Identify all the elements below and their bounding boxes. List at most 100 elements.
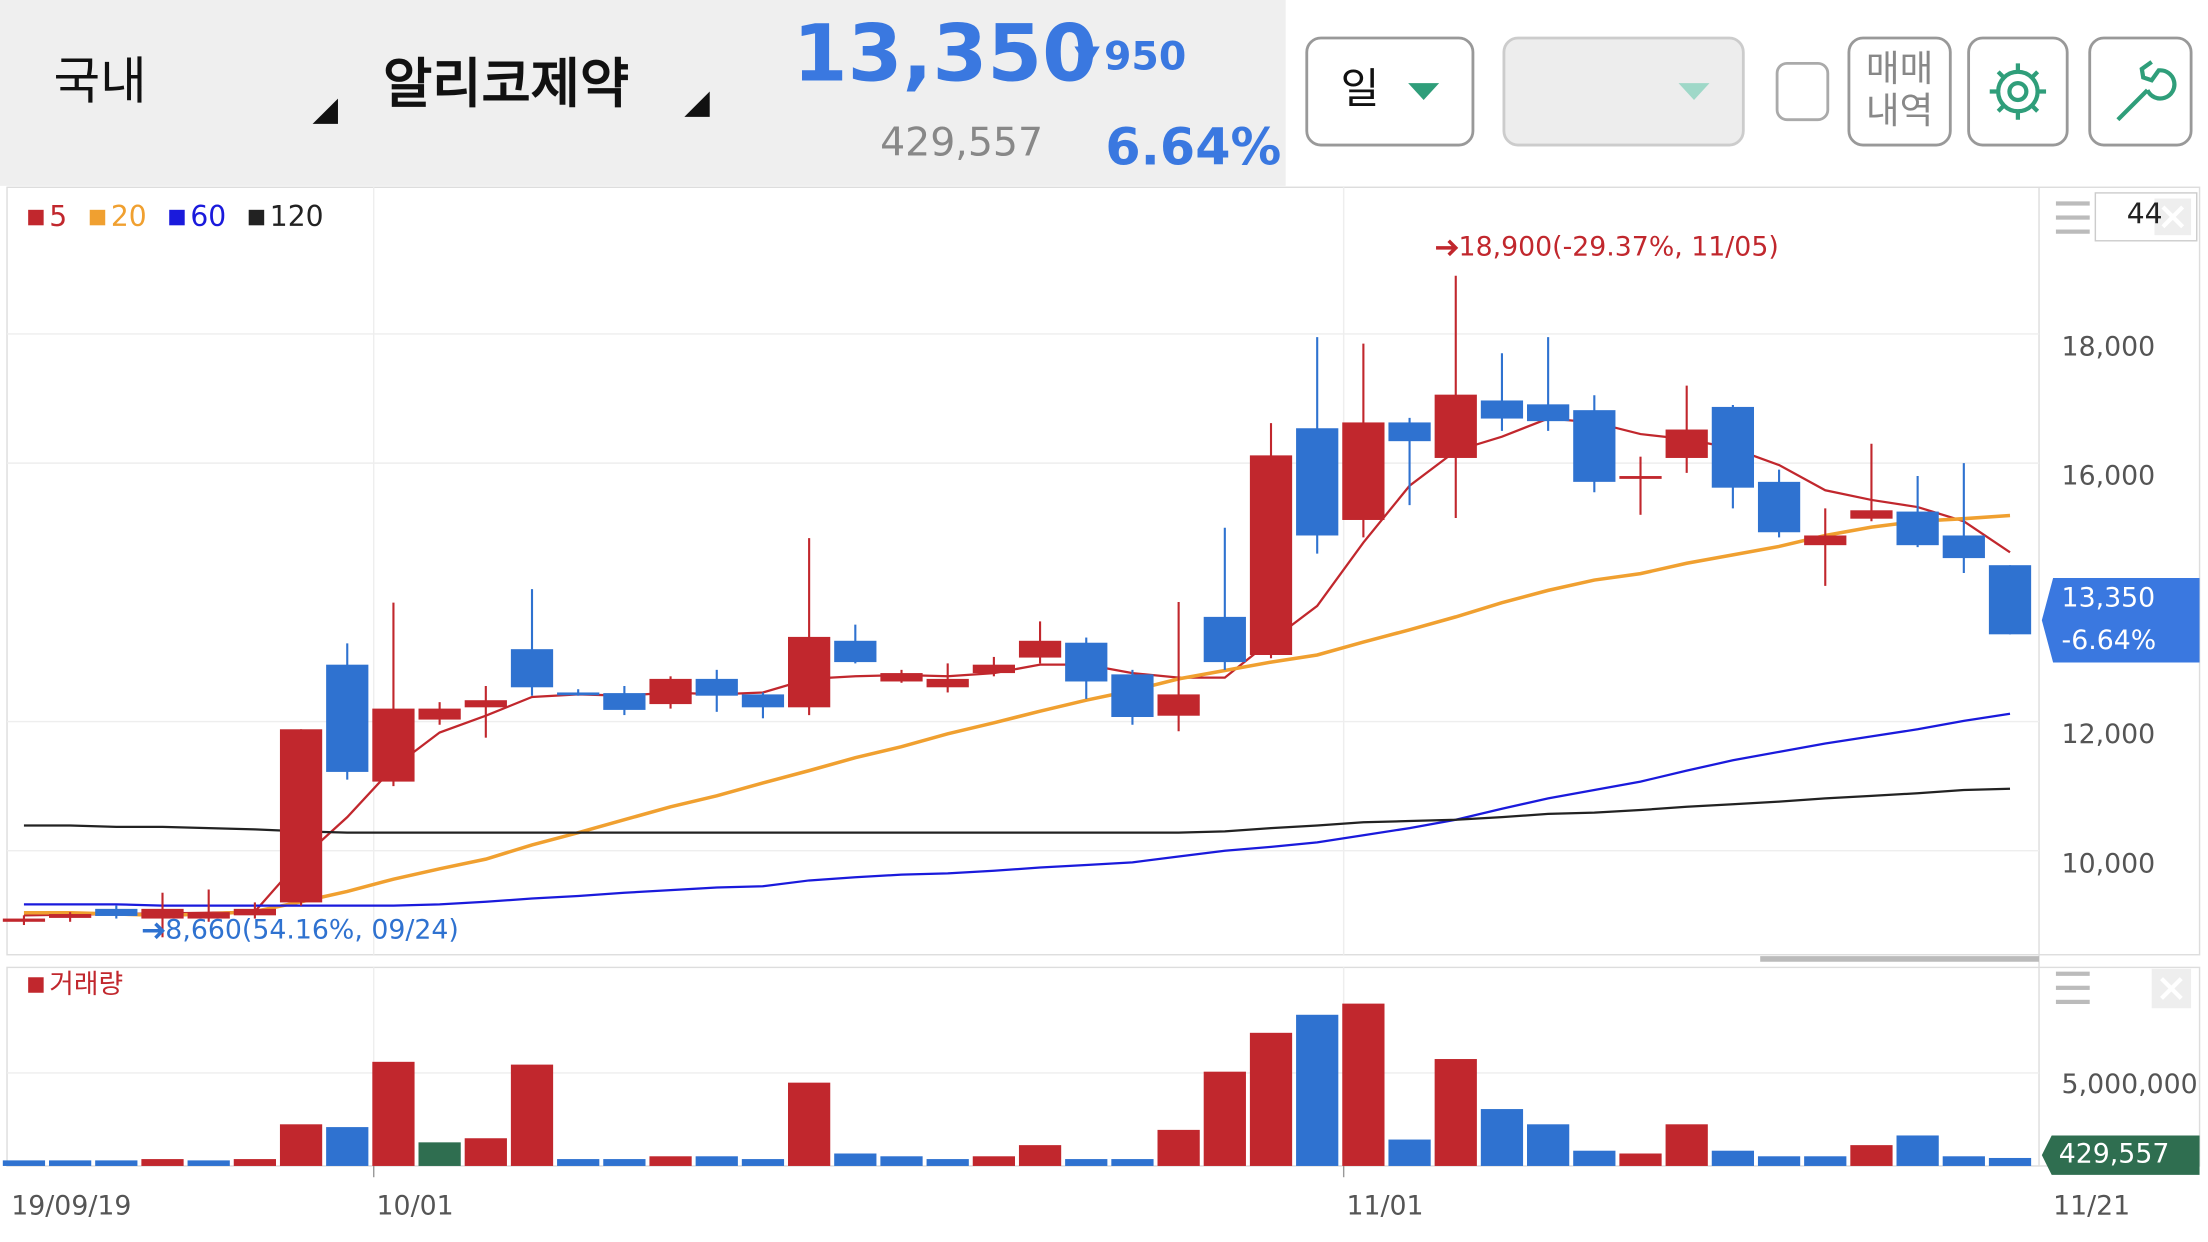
close-cross xyxy=(2160,977,2183,1000)
count-value: 44 xyxy=(2127,197,2163,230)
y-tick-label: 12,000 xyxy=(2062,719,2156,750)
history-label: 매매 xyxy=(1866,47,1933,90)
volume-bar xyxy=(1203,1071,1246,1166)
menu-icon[interactable] xyxy=(2055,201,2090,234)
volume-bar xyxy=(557,1159,600,1166)
last-price-tag xyxy=(2041,577,2200,663)
wrench-icon xyxy=(2116,60,2177,122)
settings-button[interactable] xyxy=(1967,36,2069,147)
x-tick-label: 11/21 xyxy=(2053,1190,2130,1221)
legend-label: 60 xyxy=(190,200,226,233)
checkbox[interactable] xyxy=(1775,61,1830,122)
y-tick-label: 10,000 xyxy=(2062,848,2156,879)
secondary-dropdown[interactable] xyxy=(1502,36,1745,147)
candle-body xyxy=(1896,511,1939,546)
candle-body xyxy=(603,693,646,710)
chart-layer: 10,000 12,000 16,000 18,000 19/09/19 10/01 11/… xyxy=(2,187,2200,1221)
period-dropdown[interactable] xyxy=(1305,36,1475,147)
candle-body xyxy=(1203,616,1246,663)
change-rate: 6.64% xyxy=(1105,118,1281,177)
legend-swatch xyxy=(169,209,185,226)
legend-label: 20 xyxy=(111,200,147,233)
volume-bar xyxy=(233,1159,276,1166)
volume-bar xyxy=(510,1064,554,1166)
history-button[interactable] xyxy=(1847,36,1952,147)
volume-bar xyxy=(1573,1150,1616,1166)
candle-body xyxy=(372,708,415,782)
history-label: 내역 xyxy=(1866,89,1933,132)
volume-bar xyxy=(926,1159,969,1166)
dropdown-arrow xyxy=(1408,83,1440,100)
volume-bar xyxy=(418,1142,461,1166)
candle-body xyxy=(49,914,92,918)
candle-body xyxy=(788,636,831,708)
dropdown-corner xyxy=(312,98,338,124)
volume-bar xyxy=(788,1082,831,1166)
candle-body xyxy=(972,664,1016,674)
candle-body xyxy=(1527,404,1570,422)
last-change-label: -6.64% xyxy=(2062,625,2157,656)
candle-body xyxy=(187,912,230,919)
candle-body xyxy=(1018,640,1062,658)
x-tick-label: 10/01 xyxy=(377,1190,454,1221)
candle-body xyxy=(279,729,323,903)
legend-label: 5 xyxy=(49,200,67,233)
volume-bar xyxy=(1249,1032,1293,1166)
candle-body xyxy=(2,918,46,922)
candle-body xyxy=(510,649,554,688)
volume-bar xyxy=(1850,1145,1893,1166)
candle-body xyxy=(1342,422,1385,520)
candle-body xyxy=(141,908,184,919)
candle-body xyxy=(233,908,276,916)
y-tick-label: 5,000,000 xyxy=(2062,1069,2198,1100)
volume-bar xyxy=(1942,1156,1985,1166)
volume-bar xyxy=(834,1153,877,1166)
candle-body xyxy=(1065,642,1108,682)
volume-bar xyxy=(1711,1150,1755,1166)
candle-body xyxy=(464,700,507,708)
candle-body xyxy=(1711,406,1755,488)
ma-line xyxy=(23,513,2011,918)
volume-bar xyxy=(372,1061,415,1166)
volume-bar xyxy=(1757,1156,1801,1166)
tools-button[interactable] xyxy=(2088,36,2193,147)
candle-body xyxy=(1296,428,1339,536)
volume-bar xyxy=(1804,1156,1847,1166)
volume-bar xyxy=(1065,1159,1108,1166)
last-price-label: 13,350 xyxy=(2062,583,2156,614)
volume-bar xyxy=(1342,1003,1385,1166)
volume-bar xyxy=(1018,1145,1062,1166)
candle-body xyxy=(326,664,369,772)
down-triangle xyxy=(1074,46,1100,68)
header-bg xyxy=(0,0,1286,186)
y-tick-label: 16,000 xyxy=(2062,461,2156,492)
volume-bar xyxy=(49,1160,92,1166)
candle-body xyxy=(1157,694,1200,716)
high-annotation: 18,900(-29.37%, 11/05) xyxy=(1459,231,1779,262)
price-panel xyxy=(6,186,2201,956)
volume-bar xyxy=(279,1124,323,1166)
dropdown-arrow xyxy=(1678,83,1710,100)
volume-bar xyxy=(141,1159,184,1166)
volume-title: 거래량 xyxy=(49,969,123,1000)
candle-body xyxy=(834,640,877,663)
x-tick-label: 11/01 xyxy=(1346,1190,1423,1221)
candle-body xyxy=(1434,394,1477,458)
candle-body xyxy=(95,908,138,916)
candle-body xyxy=(926,678,969,688)
volume-bar xyxy=(95,1160,138,1166)
legend-swatch xyxy=(28,977,44,993)
volume-bar xyxy=(649,1156,692,1166)
candle-body xyxy=(1804,535,1847,546)
volume-bar xyxy=(880,1156,923,1166)
market-selector[interactable]: 국내 xyxy=(54,51,147,110)
candle-body xyxy=(1619,476,1662,479)
menu-icon[interactable] xyxy=(2055,971,2090,1005)
stock-name[interactable]: 알리코제약 xyxy=(383,52,629,115)
volume-bar xyxy=(695,1156,738,1166)
annotation-arrow xyxy=(1436,239,1459,257)
volume-bar xyxy=(1388,1139,1431,1166)
last-volume-tag xyxy=(2041,1135,2200,1175)
volume-bar xyxy=(603,1159,646,1166)
